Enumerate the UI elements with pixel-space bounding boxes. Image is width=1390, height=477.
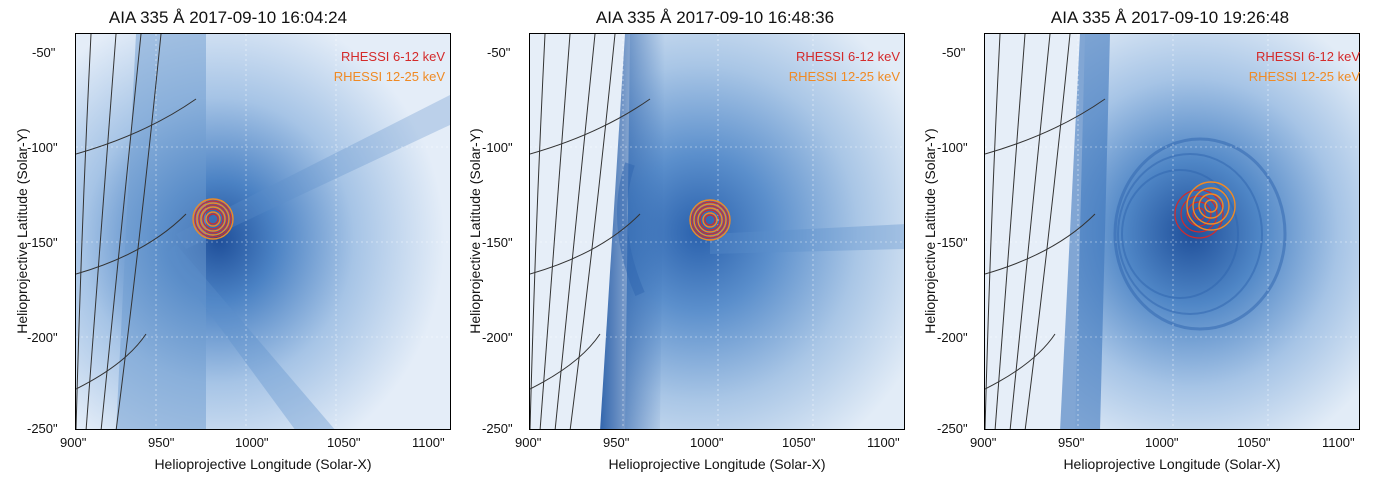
- y-tick: -250": [27, 421, 58, 436]
- y-tick: -100": [482, 140, 513, 155]
- x-tick: 950": [148, 435, 175, 450]
- x-axis-label: Helioprojective Longitude (Solar-X): [1063, 456, 1281, 472]
- x-tick: 950": [603, 435, 630, 450]
- legend-entry-6-12: RHESSI 6-12 keV: [1255, 49, 1360, 64]
- legend-entry-6-12: RHESSI 6-12 keV: [340, 49, 445, 64]
- legend-entry-6-12: RHESSI 6-12 keV: [795, 49, 900, 64]
- y-axis-label: Helioprojective Latitude (Solar-Y): [467, 128, 483, 334]
- panel-3: AIA 335 Å 2017-09-10 19:26:48 Helioproje…: [910, 0, 1370, 477]
- x-tick: 1100": [412, 435, 445, 450]
- x-tick: 1100": [1322, 435, 1355, 450]
- x-axis-label: Helioprojective Longitude (Solar-X): [608, 456, 826, 472]
- y-tick: -100": [937, 140, 968, 155]
- x-tick: 1000": [1145, 435, 1179, 450]
- y-axis-label: Helioprojective Latitude (Solar-Y): [922, 128, 938, 334]
- solar-image: [529, 33, 905, 430]
- x-tick: 1050": [1237, 435, 1271, 450]
- legend-entry-12-25: RHESSI 12-25 keV: [333, 69, 445, 84]
- y-tick: -200": [937, 330, 968, 345]
- x-tick: 900": [60, 435, 87, 450]
- y-tick: -50": [942, 45, 966, 60]
- y-tick: -250": [937, 421, 968, 436]
- x-tick: 1050": [782, 435, 816, 450]
- x-tick: 1000": [690, 435, 724, 450]
- y-tick: -250": [482, 421, 513, 436]
- y-tick: -150": [937, 235, 968, 250]
- y-tick: -150": [482, 235, 513, 250]
- x-tick: 950": [1058, 435, 1085, 450]
- x-tick: 1000": [235, 435, 269, 450]
- x-tick: 900": [515, 435, 542, 450]
- solar-image: [75, 33, 451, 430]
- panel-title: AIA 335 Å 2017-09-10 16:04:24: [108, 8, 348, 27]
- solar-image: [984, 33, 1360, 430]
- panel-title: AIA 335 Å 2017-09-10 16:48:36: [595, 8, 835, 27]
- x-tick: 900": [970, 435, 997, 450]
- legend-entry-12-25: RHESSI 12-25 keV: [1248, 69, 1360, 84]
- panel-2: AIA 335 Å 2017-09-10 16:48:36 Helioproje…: [455, 0, 915, 477]
- x-tick: 1100": [867, 435, 900, 450]
- y-tick: -200": [27, 330, 58, 345]
- y-tick: -200": [482, 330, 513, 345]
- y-tick: -50": [487, 45, 511, 60]
- panel-title: AIA 335 Å 2017-09-10 19:26:48: [1050, 8, 1290, 27]
- x-tick: 1050": [327, 435, 361, 450]
- y-tick: -50": [32, 45, 56, 60]
- y-tick: -100": [27, 140, 58, 155]
- panel-1: AIA 335 Å 2017-09-10 16:04:24 Helioproje…: [0, 0, 460, 477]
- x-axis-label: Helioprojective Longitude (Solar-X): [154, 456, 372, 472]
- legend-entry-12-25: RHESSI 12-25 keV: [788, 69, 900, 84]
- y-tick: -150": [27, 235, 58, 250]
